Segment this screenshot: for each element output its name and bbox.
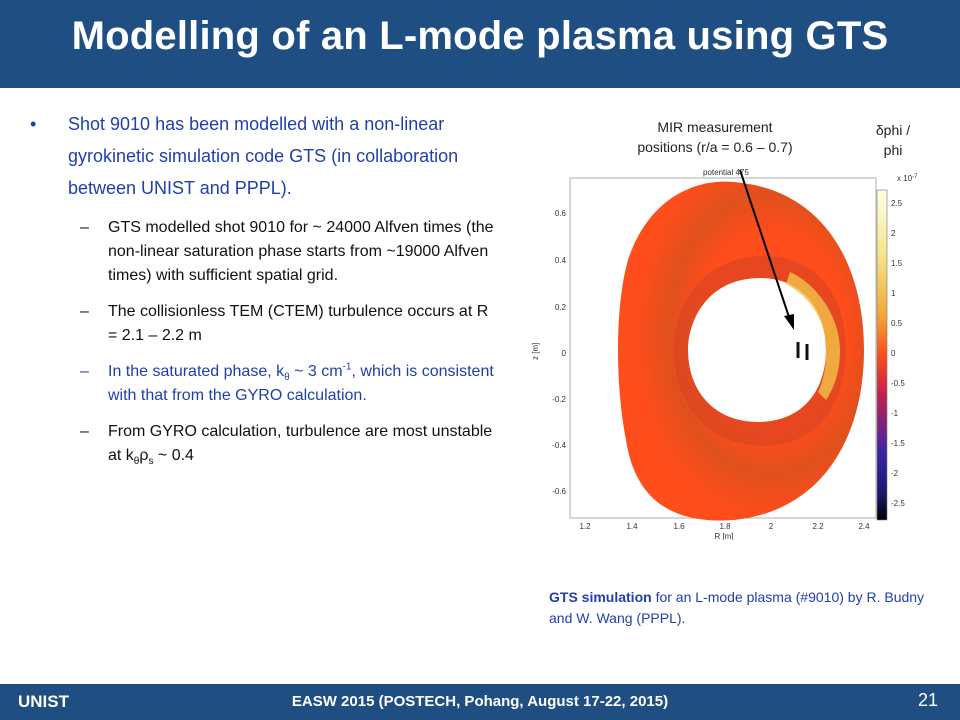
mir-label-line2: positions (r/a = 0.6 – 0.7): [637, 139, 793, 155]
colorbar-exponent: x 10-7: [897, 174, 918, 183]
y-tick: 0.4: [555, 256, 567, 265]
text-part: ~ 3 cm: [289, 363, 343, 380]
sub-bullet-2-text: The collisionless TEM (CTEM) turbulence …: [108, 303, 489, 344]
title-bar: [0, 0, 960, 88]
subscript: s: [148, 456, 154, 468]
mir-label-line1: MIR measurement: [657, 119, 773, 135]
y-tick: -0.4: [552, 441, 566, 450]
sub-bullet-4-text: From GYRO calculation, turbulence are mo…: [108, 423, 493, 468]
y-tick: 0.2: [555, 303, 567, 312]
colorbar-tick: -1.5: [891, 439, 905, 448]
sub-bullet-3-text: In the saturated phase, kθ ~ 3 cm-1, whi…: [108, 361, 494, 404]
sub-bullet-3: – In the saturated phase, kθ ~ 3 cm-1, w…: [30, 360, 500, 408]
x-tick: 2: [769, 522, 774, 531]
x-tick: 1.4: [626, 522, 638, 531]
text-part: ρ: [139, 447, 149, 464]
bullet-list: • Shot 9010 has been modelled with a non…: [30, 108, 500, 468]
superscript: -1: [342, 361, 352, 373]
bullet-dot: •: [30, 114, 37, 134]
slide-title: Modelling of an L-mode plasma using GTS: [71, 14, 889, 58]
mir-arrow-head: [784, 314, 794, 330]
footer-bar: UNIST EASW 2015 (POSTECH, Pohang, August…: [0, 684, 960, 720]
x-tick: 1.2: [579, 522, 591, 531]
colorbar-tick: 0.5: [891, 319, 903, 328]
y-tick: 0.6: [555, 209, 567, 218]
sub-bullet-2: – The collisionless TEM (CTEM) turbulenc…: [30, 300, 500, 348]
dphi-label-line1: δphi /: [875, 122, 911, 138]
plot-title: potential 475: [703, 168, 749, 177]
y-axis-label: z [m]: [531, 343, 540, 360]
colorbar-tick: 1.5: [891, 259, 903, 268]
y-tick: -0.2: [552, 395, 566, 404]
footer-logo-text: UNIST: [18, 692, 69, 711]
mir-arrow: [739, 169, 791, 321]
text-part: In the saturated phase, k: [108, 363, 285, 380]
figure-caption: GTS simulation for an L-mode plasma (#90…: [549, 587, 939, 629]
colorbar-tick: -1: [891, 409, 899, 418]
colorbar-tick: 2: [891, 229, 896, 238]
dphi-label-line2: phi: [883, 142, 903, 158]
text-part: , which is consistent with that from the…: [108, 363, 494, 404]
colorbar-tick: 2.5: [891, 199, 903, 208]
colorbar-tick: -2.5: [891, 499, 905, 508]
footer-event: EASW 2015 (POSTECH, Pohang, August 17-22…: [291, 693, 669, 710]
high-fluctuation-region: [786, 272, 840, 400]
dash: –: [80, 423, 89, 440]
subscript: θ: [284, 372, 290, 384]
colorbar-tick: -2: [891, 469, 899, 478]
dash: –: [80, 303, 89, 320]
dash: –: [80, 363, 89, 380]
gts-simulation-figure: potential 475 0.6 0.4 0.2 0 -0.2 -0.4 -0…: [531, 168, 918, 540]
sub-bullet-4: – From GYRO calculation, turbulence are …: [30, 420, 500, 468]
caption-rest: for an L-mode plasma (#9010) by R. Budny…: [549, 589, 925, 626]
y-tick: 0: [562, 349, 567, 358]
dash: –: [80, 219, 89, 236]
subscript: θ: [133, 456, 140, 468]
x-tick: 1.6: [673, 522, 685, 531]
caption-bold: GTS simulation: [549, 589, 652, 605]
dphi-label: δphi / phi: [868, 120, 918, 160]
main-bullet-text: Shot 9010 has been modelled with a non-l…: [68, 114, 459, 198]
x-tick: 2.4: [858, 522, 870, 531]
sub-bullet-1-text: GTS modelled shot 9010 for ~ 24000 Alfve…: [108, 219, 494, 284]
colorbar-tick: 0: [891, 349, 896, 358]
y-tick: -0.6: [552, 487, 566, 496]
colorbar-tick: 1: [891, 289, 896, 298]
x-axis-label: R [m]: [714, 532, 733, 540]
sub-bullet-1: – GTS modelled shot 9010 for ~ 24000 Alf…: [30, 216, 500, 288]
page-number: 21: [917, 690, 938, 710]
colorbar: [876, 189, 888, 521]
x-tick: 1.8: [719, 522, 731, 531]
mir-label: MIR measurement positions (r/a = 0.6 – 0…: [600, 117, 830, 157]
colorbar-tick: -0.5: [891, 379, 905, 388]
text-part: From GYRO calculation, turbulence are mo…: [108, 423, 493, 464]
main-bullet: • Shot 9010 has been modelled with a non…: [30, 108, 500, 204]
x-tick: 2.2: [812, 522, 824, 531]
text-part: ~ 0.4: [153, 447, 194, 464]
